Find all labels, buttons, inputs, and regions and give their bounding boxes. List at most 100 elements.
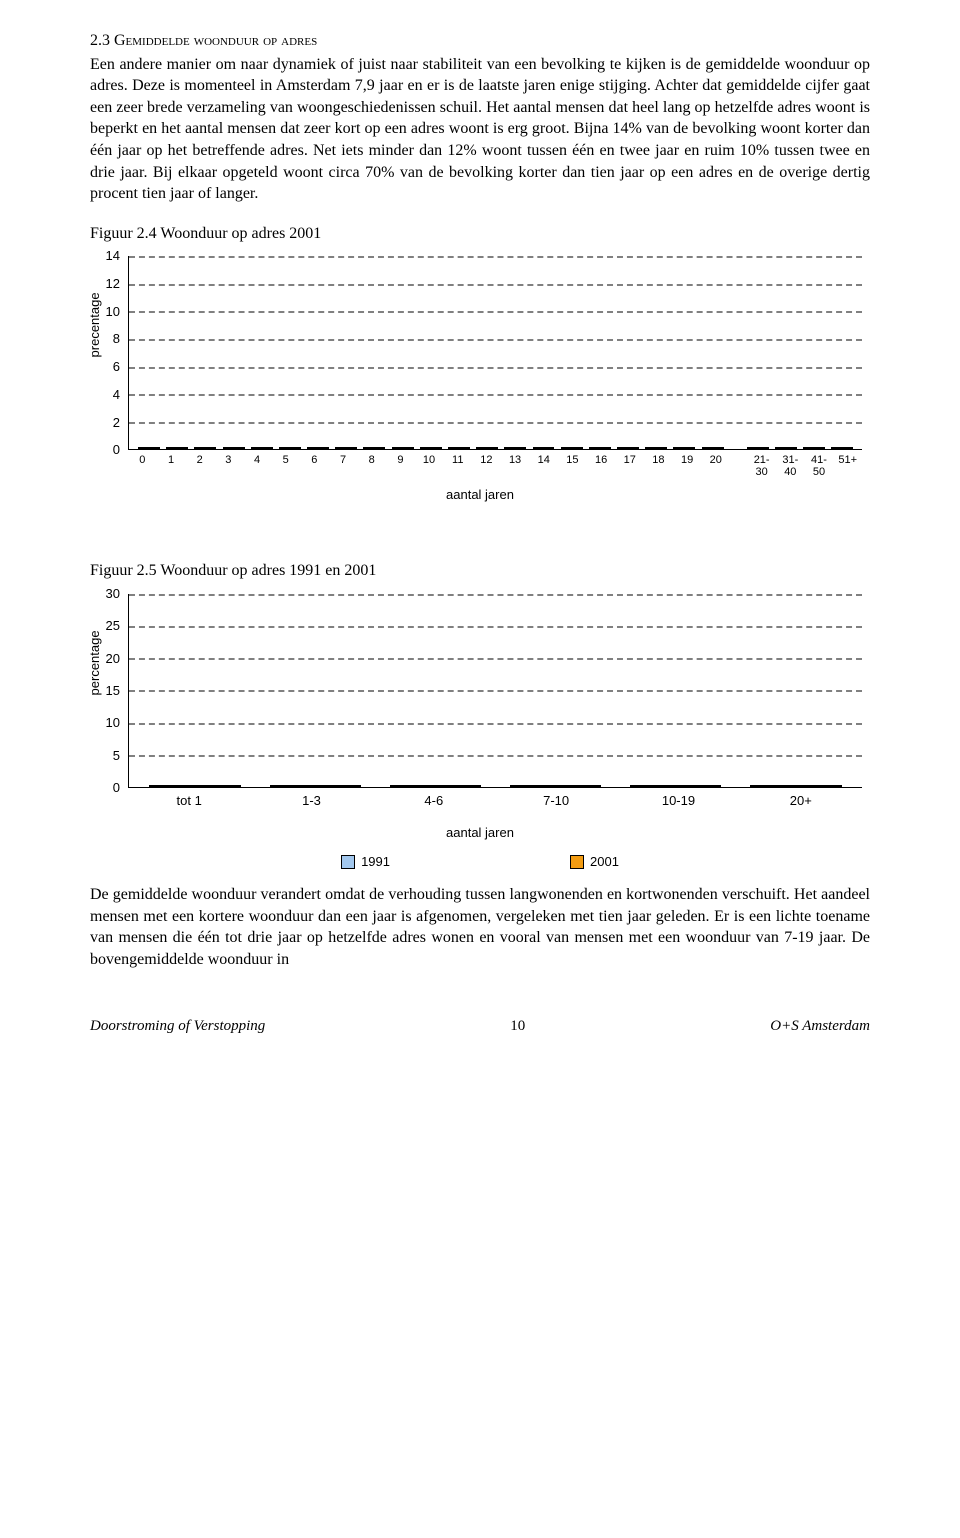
fig1-bar-slot: [445, 447, 473, 449]
fig1-x-label: 2: [185, 454, 214, 478]
fig1-x-label: 18: [644, 454, 673, 478]
fig2-bar: [435, 785, 481, 787]
fig2-y-tick: 0: [113, 779, 120, 797]
fig1-bar-slot: [304, 447, 332, 449]
fig2-x-label: 20+: [740, 794, 862, 808]
fig2-y-axis: 051015202530: [90, 590, 124, 800]
fig1-bar: [335, 447, 357, 449]
fig2-y-tick: 25: [106, 617, 120, 635]
fig1-bars: [129, 256, 862, 449]
fig1-x-label: 51+: [833, 454, 862, 478]
swatch-1991: [341, 855, 355, 869]
fig1-bar: [803, 447, 825, 449]
fig1-x-label: 4: [243, 454, 272, 478]
fig1-y-tick: 14: [106, 248, 120, 266]
legend-label-1991: 1991: [361, 853, 390, 871]
fig1-bar: [251, 447, 273, 449]
fig2-y-tick: 20: [106, 650, 120, 668]
fig1-bar: [831, 447, 853, 449]
fig1-bar: [504, 447, 526, 449]
fig1-bar: [307, 447, 329, 449]
fig2-bar-group: [375, 785, 495, 787]
heading-number: 2.3: [90, 32, 114, 49]
figure-2-caption: Figuur 2.5 Woonduur op adres 1991 en 200…: [90, 560, 870, 582]
fig1-bar-slot: [744, 447, 772, 449]
fig1-x-labels: 0123456789101112131415161718192021-3031-…: [128, 454, 862, 478]
fig1-bar: [420, 447, 442, 449]
fig1-bar-slot: [248, 447, 276, 449]
fig1-x-label: 5: [271, 454, 300, 478]
fig1-x-label: 9: [386, 454, 415, 478]
fig2-bar: [195, 785, 241, 787]
fig1-bar: [775, 447, 797, 449]
fig2-bar: [630, 785, 676, 787]
fig1-bar-slot: [135, 447, 163, 449]
fig1-bar: [363, 447, 385, 449]
fig1-bar-slot: [417, 447, 445, 449]
fig1-bar-slot: [501, 447, 529, 449]
fig1-bar-slot: [276, 447, 304, 449]
fig1-bar: [448, 447, 470, 449]
fig1-bar-slot: [614, 447, 642, 449]
fig1-bar-slot: [698, 447, 726, 449]
fig1-bar: [589, 447, 611, 449]
fig2-x-label: tot 1: [128, 794, 250, 808]
fig2-bar: [510, 785, 556, 787]
legend-2001: 2001: [570, 853, 619, 871]
fig1-x-label: 8: [357, 454, 386, 478]
legend-label-2001: 2001: [590, 853, 619, 871]
fig2-x-title: aantal jaren: [90, 824, 870, 842]
fig1-x-title: aantal jaren: [90, 486, 870, 504]
fig1-bar: [138, 447, 160, 449]
fig1-bar: [166, 447, 188, 449]
fig2-bar: [149, 785, 195, 787]
fig1-bar-slot: [163, 447, 191, 449]
fig1-bar: [617, 447, 639, 449]
fig2-bar: [676, 785, 722, 787]
fig1-y-tick: 12: [106, 275, 120, 293]
fig1-x-label: 14: [529, 454, 558, 478]
fig1-bar-slot: [772, 447, 800, 449]
paragraph-1: Een andere manier om naar dynamiek of ju…: [90, 54, 870, 205]
figure-1-caption: Figuur 2.4 Woonduur op adres 2001: [90, 223, 870, 245]
fig1-x-label: 6: [300, 454, 329, 478]
fig1-bar-slot: [642, 447, 670, 449]
fig1-y-axis: 02468101214: [90, 252, 124, 462]
fig1-bar-slot: [473, 447, 501, 449]
fig2-y-tick: 10: [106, 714, 120, 732]
fig1-y-tick: 4: [113, 386, 120, 404]
fig1-bar-slot: [360, 447, 388, 449]
fig2-bar: [315, 785, 361, 787]
fig1-bar: [392, 447, 414, 449]
fig2-bar: [390, 785, 436, 787]
fig1-x-label: 3: [214, 454, 243, 478]
fig2-y-tick: 15: [106, 682, 120, 700]
fig2-bar-group: [616, 785, 736, 787]
fig1-x-label: 10: [415, 454, 444, 478]
fig2-bar-group: [255, 785, 375, 787]
fig1-x-label: 41-50: [805, 454, 834, 478]
page-footer: Doorstroming of Verstopping 10 O+S Amste…: [90, 1016, 870, 1036]
fig1-bar-slot: [332, 447, 360, 449]
fig2-bar: [796, 785, 842, 787]
fig2-x-labels: tot 11-34-67-1010-1920+: [128, 794, 862, 808]
legend-1991: 1991: [341, 853, 390, 871]
fig1-bar-slot: [800, 447, 828, 449]
fig2-x-label: 10-19: [617, 794, 739, 808]
fig1-x-label: 15: [558, 454, 587, 478]
fig2-y-tick: 30: [106, 585, 120, 603]
footer-center: 10: [510, 1016, 525, 1036]
fig1-x-label: 13: [501, 454, 530, 478]
fig1-bar: [194, 447, 216, 449]
paragraph-2: De gemiddelde woonduur verandert omdat d…: [90, 884, 870, 970]
fig1-bar-slot: [220, 447, 248, 449]
fig1-x-label: 17: [615, 454, 644, 478]
fig1-bar-slot: [529, 447, 557, 449]
fig2-x-label: 1-3: [250, 794, 372, 808]
figure-2-chart: percentage 051015202530 tot 11-34-67-101…: [90, 590, 870, 860]
fig1-y-tick: 8: [113, 331, 120, 349]
fig1-bar-slot: [586, 447, 614, 449]
fig1-y-tick: 10: [106, 303, 120, 321]
fig1-bar: [476, 447, 498, 449]
fig1-bar-slot: [828, 447, 856, 449]
